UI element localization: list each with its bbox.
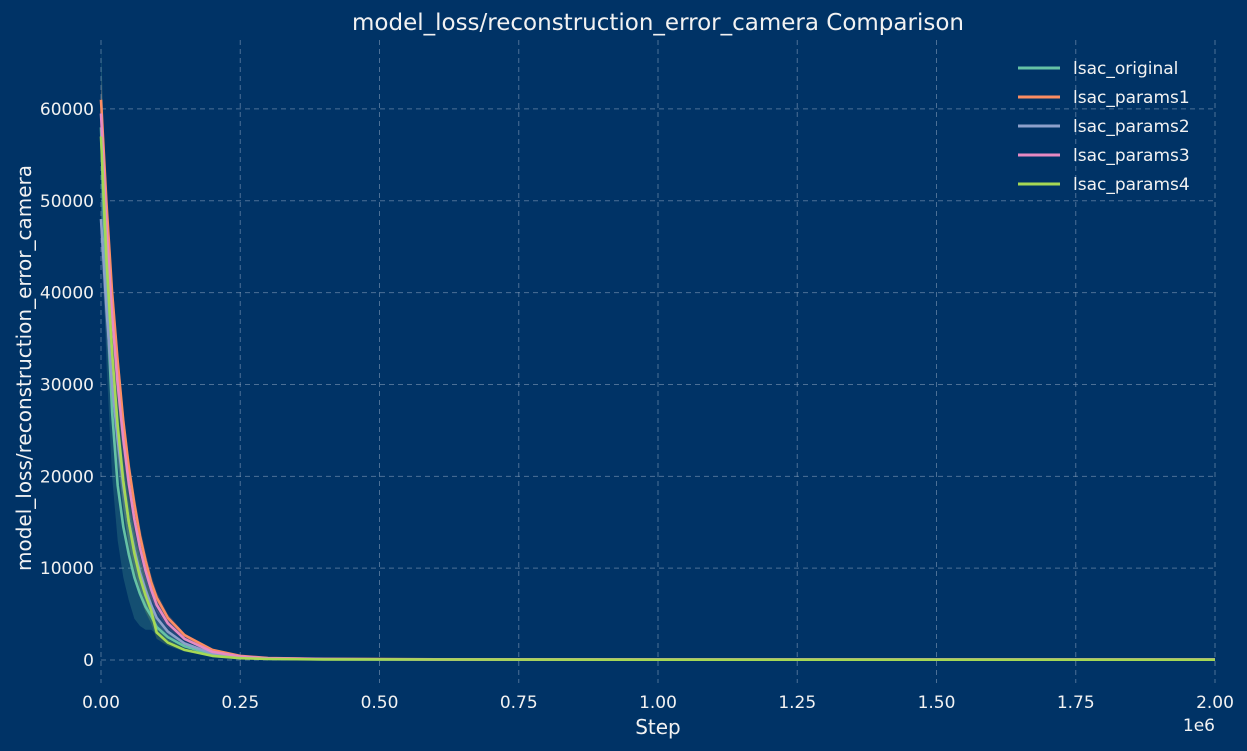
x-axis-ticks: 0.00 0.25 0.50 0.75 1.00 1.25 1.50 1.75 2.00 [82, 693, 1234, 713]
x-tick-label: 1.50 [918, 693, 956, 713]
grid [100, 40, 1216, 683]
x-tick-label: 0.75 [500, 693, 538, 713]
y-tick-label: 0 [83, 651, 94, 671]
x-tick-label: 1.75 [1057, 693, 1095, 713]
series-line [99, 136, 1215, 661]
x-axis-offset-label: 1e6 [1183, 716, 1215, 736]
legend-label: lsac_params3 [1073, 146, 1190, 166]
series-band [101, 44, 1215, 660]
x-tick-label: 1.00 [639, 693, 677, 713]
y-tick-label: 60000 [40, 100, 94, 120]
y-tick-label: 20000 [40, 467, 94, 487]
y-tick-label: 50000 [40, 192, 94, 212]
y-axis-ticks: 0 10000 20000 30000 40000 50000 60000 [40, 100, 94, 671]
legend-label: lsac_original [1073, 59, 1178, 79]
y-axis-label: model_loss/reconstruction_error_camera [12, 165, 36, 571]
legend-label: lsac_params4 [1073, 175, 1190, 195]
x-tick-label: 0.00 [82, 693, 120, 713]
y-tick-label: 10000 [40, 559, 94, 579]
x-tick-label: 0.50 [361, 693, 399, 713]
legend-label: lsac_params2 [1073, 117, 1190, 137]
chart-title: model_loss/reconstruction_error_camera C… [352, 10, 964, 36]
x-tick-label: 2.00 [1196, 693, 1234, 713]
x-axis-label: Step [635, 715, 681, 739]
legend: lsac_original lsac_params1 lsac_params2lsa… [1018, 59, 1190, 195]
series-lines [99, 99, 1215, 661]
series-bands [101, 44, 1215, 660]
x-tick-label: 0.25 [221, 693, 259, 713]
x-tick-label: 1.25 [778, 693, 816, 713]
y-tick-label: 30000 [40, 375, 94, 395]
legend-label: lsac_params1 [1073, 88, 1190, 108]
y-tick-label: 40000 [40, 284, 94, 304]
